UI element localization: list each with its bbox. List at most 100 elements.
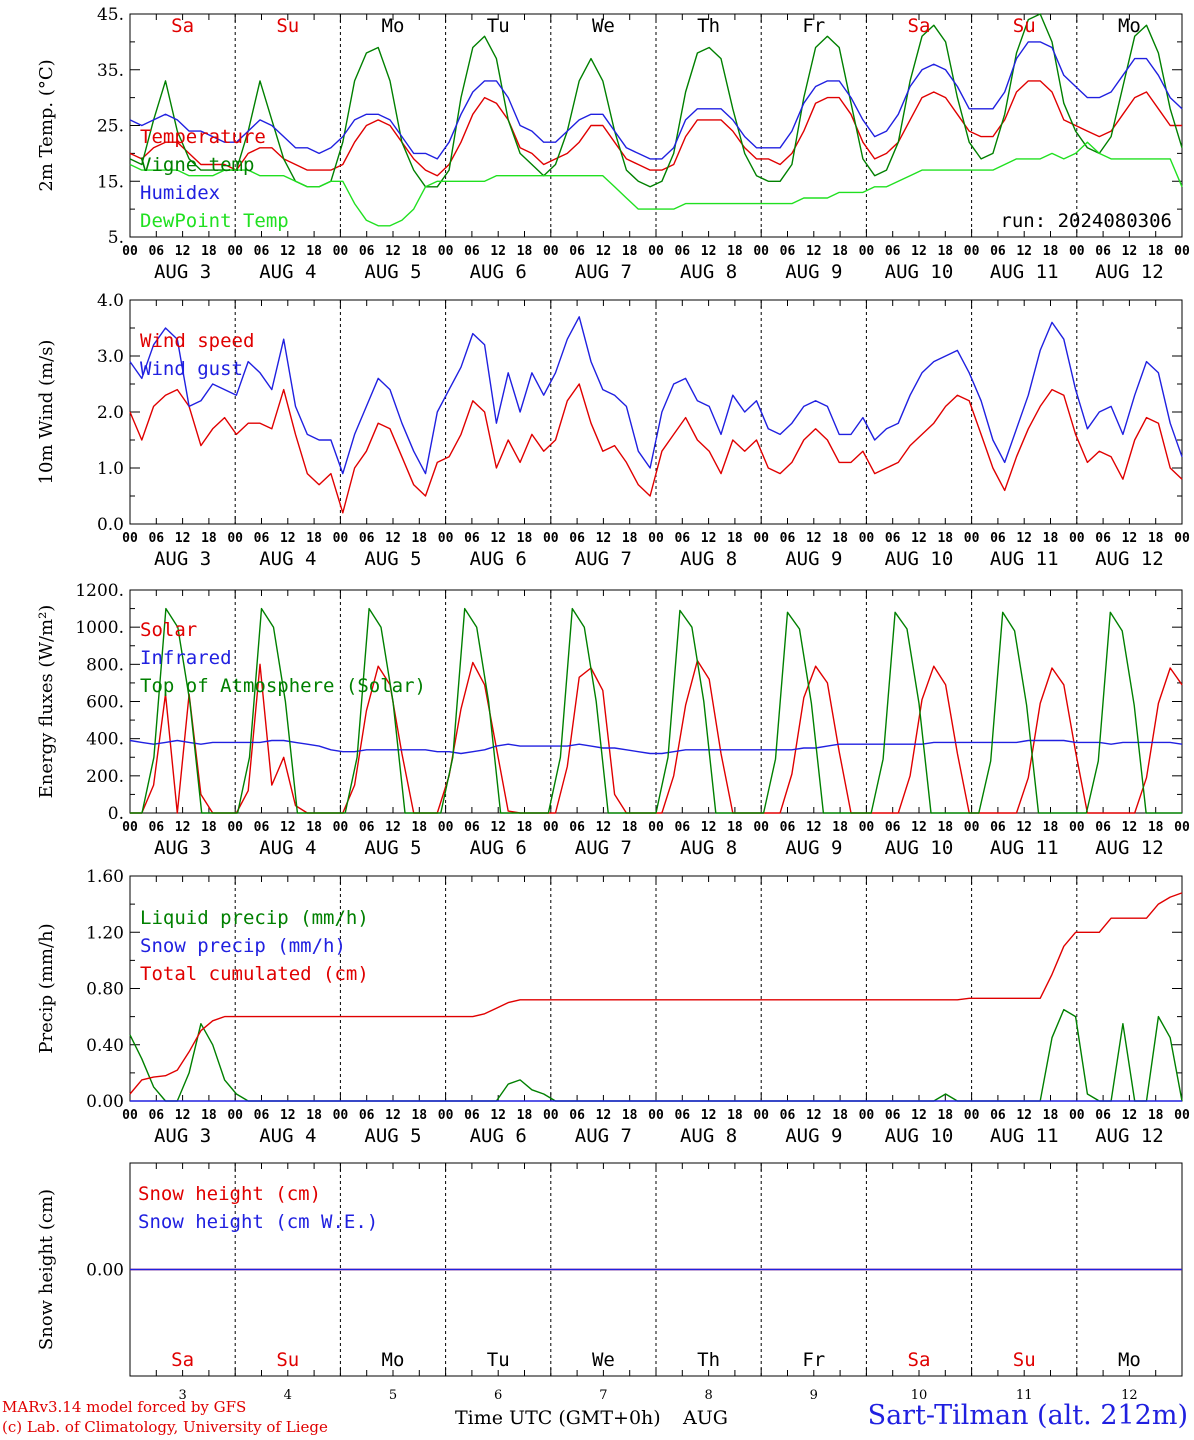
- y-tick-label: 1.60: [86, 867, 124, 887]
- weekday-label: Su: [276, 15, 299, 37]
- hour-tick-label: 00: [753, 1108, 769, 1123]
- series-line-2-2: [130, 607, 1182, 814]
- y-tick-label: 0.: [108, 804, 124, 824]
- hour-tick-label: 00: [122, 244, 138, 259]
- day-number: 10: [911, 1388, 928, 1403]
- legend-entry: Humidex: [140, 182, 220, 204]
- weekday-label-bottom: We: [592, 1349, 615, 1371]
- hour-tick-label: 06: [464, 531, 480, 546]
- hour-tick-label: 00: [859, 244, 875, 259]
- y-tick-label: 400.: [86, 730, 124, 750]
- date-label: AUG 7: [575, 548, 632, 570]
- hour-tick-label: 12: [175, 244, 191, 259]
- panel-2-frame: [129, 589, 1183, 814]
- date-label: AUG 7: [575, 261, 632, 283]
- run-annotation: run: 2024080306: [1000, 210, 1172, 232]
- series-line-3-2: [129, 892, 1183, 1095]
- hour-tick-label: 00: [1069, 244, 1085, 259]
- hour-tick-label: 06: [885, 531, 901, 546]
- hour-tick-label: 00: [438, 1108, 454, 1123]
- hour-tick-label: 00: [859, 820, 875, 835]
- hour-tick-label: 12: [1122, 531, 1138, 546]
- date-label: AUG 7: [575, 1125, 632, 1147]
- hour-tick-label: 12: [806, 531, 822, 546]
- legend-entry: Snow precip (mm/h): [140, 935, 346, 957]
- hour-tick-label: 00: [438, 820, 454, 835]
- hour-tick-label: 18: [306, 244, 322, 259]
- hour-tick-label: 18: [517, 820, 533, 835]
- day-number: 11: [1016, 1388, 1033, 1403]
- y-tick-label: 45.: [97, 5, 124, 25]
- hour-tick-label: 06: [674, 1108, 690, 1123]
- hour-tick-label: 12: [911, 244, 927, 259]
- series-line-0-3: [129, 141, 1183, 227]
- legend-entry: Snow height (cm W.E.): [138, 1211, 378, 1233]
- hour-tick-label: 00: [1174, 1108, 1190, 1123]
- hour-tick-label: 18: [306, 531, 322, 546]
- legend-entry: Temperature: [140, 126, 266, 148]
- weekday-label: Sa: [171, 15, 194, 37]
- hour-tick-label: 12: [701, 1108, 717, 1123]
- hour-tick-label: 12: [175, 820, 191, 835]
- date-label: AUG 12: [1095, 837, 1164, 859]
- hour-tick-label: 12: [385, 531, 401, 546]
- hour-tick-label: 06: [1095, 531, 1111, 546]
- hour-tick-label: 06: [464, 820, 480, 835]
- hour-tick-label: 12: [280, 820, 296, 835]
- y-tick-label: 15.: [97, 172, 124, 192]
- hour-tick-label: 18: [622, 244, 638, 259]
- hour-tick-label: 12: [175, 1108, 191, 1123]
- hour-tick-label: 06: [254, 244, 270, 259]
- day-number: 4: [284, 1388, 292, 1403]
- hour-tick-label: 18: [411, 531, 427, 546]
- hour-tick-label: 06: [1095, 244, 1111, 259]
- y-tick-label: 600.: [86, 693, 124, 713]
- hour-tick-label: 12: [1122, 244, 1138, 259]
- date-label: AUG 8: [680, 1125, 737, 1147]
- y-tick-label: 1000.: [75, 618, 124, 638]
- hour-tick-label: 00: [1069, 531, 1085, 546]
- y-axis-label: Precip (mm/h): [36, 923, 57, 1053]
- legend-entry: Total cumulated (cm): [140, 963, 369, 985]
- hour-tick-label: 12: [385, 820, 401, 835]
- y-tick-label: 3.0: [97, 347, 124, 367]
- date-label: AUG 8: [680, 261, 737, 283]
- series-line-2-1: [129, 739, 1183, 755]
- hour-tick-label: 12: [596, 244, 612, 259]
- hour-tick-label: 06: [148, 1108, 164, 1123]
- date-label: AUG 9: [785, 1125, 842, 1147]
- hour-tick-label: 18: [201, 820, 217, 835]
- date-label: AUG 3: [154, 1125, 211, 1147]
- weekday-label-bottom: Mo: [1118, 1349, 1141, 1371]
- hour-tick-label: 06: [1095, 820, 1111, 835]
- hour-tick-label: 18: [1043, 244, 1059, 259]
- hour-tick-label: 18: [201, 1108, 217, 1123]
- date-label: AUG 11: [990, 261, 1059, 283]
- hour-tick-label: 12: [1122, 820, 1138, 835]
- hour-tick-label: 18: [622, 531, 638, 546]
- y-tick-label: 0.00: [86, 1261, 124, 1281]
- hour-tick-label: 06: [359, 820, 375, 835]
- hour-tick-label: 06: [780, 820, 796, 835]
- day-number: 9: [810, 1388, 818, 1403]
- hour-tick-label: 18: [727, 1108, 743, 1123]
- date-label: AUG 8: [680, 548, 737, 570]
- hour-tick-label: 18: [306, 1108, 322, 1123]
- date-label: AUG 9: [785, 261, 842, 283]
- date-label: AUG 4: [259, 261, 316, 283]
- legend-entry: Wind speed: [140, 330, 254, 352]
- y-tick-label: 0.0: [97, 515, 124, 535]
- hour-tick-label: 06: [254, 1108, 270, 1123]
- hour-tick-label: 18: [411, 1108, 427, 1123]
- hour-tick-label: 12: [1122, 1108, 1138, 1123]
- date-label: AUG 5: [364, 548, 421, 570]
- y-tick-label: 25.: [97, 117, 124, 137]
- hour-tick-label: 00: [648, 244, 664, 259]
- hour-tick-label: 12: [490, 1108, 506, 1123]
- x-axis-month: AUG: [682, 1407, 728, 1429]
- hour-tick-label: 18: [517, 244, 533, 259]
- hour-tick-label: 00: [227, 1108, 243, 1123]
- date-label: AUG 6: [470, 837, 527, 859]
- hour-tick-label: 00: [333, 820, 349, 835]
- weekday-label: We: [592, 15, 615, 37]
